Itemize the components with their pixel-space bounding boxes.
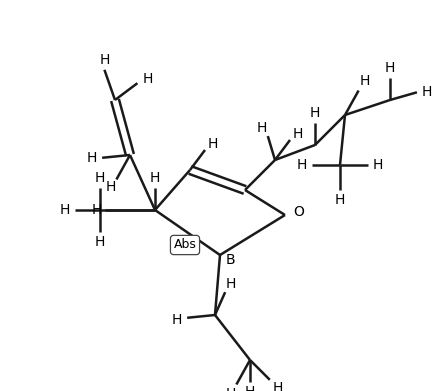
Text: H: H [172, 313, 182, 327]
Text: H: H [150, 171, 160, 185]
Text: H: H [142, 72, 152, 86]
Text: H: H [297, 158, 307, 172]
Text: H: H [208, 137, 218, 151]
Text: H: H [257, 121, 267, 135]
Text: Abs: Abs [174, 239, 197, 251]
Text: H: H [385, 61, 395, 75]
Text: H: H [105, 181, 116, 194]
Text: H: H [335, 193, 345, 207]
Text: H: H [99, 53, 110, 67]
Text: B: B [225, 253, 235, 267]
Text: H: H [92, 203, 102, 217]
Text: H: H [95, 235, 105, 249]
Text: H: H [310, 106, 320, 120]
Text: H: H [225, 387, 236, 391]
Text: H: H [293, 127, 303, 141]
Text: H: H [359, 74, 370, 88]
Text: H: H [60, 203, 70, 217]
Text: H: H [273, 381, 283, 391]
Text: H: H [95, 171, 105, 185]
Text: H: H [422, 85, 432, 99]
Text: H: H [226, 277, 236, 291]
Text: H: H [245, 385, 255, 391]
Text: O: O [293, 205, 304, 219]
Text: H: H [373, 158, 383, 172]
Text: H: H [87, 151, 97, 165]
